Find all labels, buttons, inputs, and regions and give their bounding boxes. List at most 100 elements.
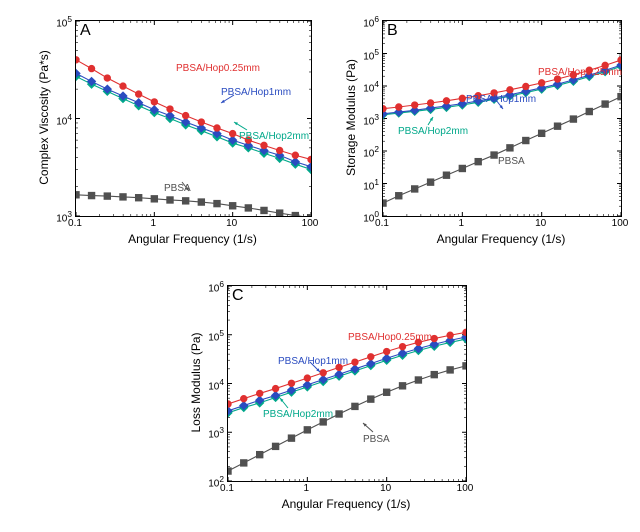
series-marker-hop025 bbox=[241, 395, 247, 401]
series-marker-pbsa bbox=[198, 199, 204, 205]
series-marker-pbsa bbox=[618, 93, 621, 99]
y-tick-label: 105 bbox=[208, 328, 224, 343]
series-marker-hop025 bbox=[396, 104, 402, 110]
x-axis-label: Angular Frequency (1/s) bbox=[227, 497, 465, 511]
series-marker-hop025 bbox=[427, 100, 433, 106]
y-tick-label: 102 bbox=[208, 474, 224, 489]
x-tick-label: 100 bbox=[453, 483, 477, 494]
x-tick-label: 10 bbox=[529, 218, 553, 229]
series-marker-pbsa bbox=[570, 116, 576, 122]
y-tick-label: 105 bbox=[56, 14, 72, 29]
y-tick-label: 101 bbox=[363, 177, 379, 192]
series-marker-hop025 bbox=[415, 339, 421, 345]
y-tick-label: 104 bbox=[363, 79, 379, 94]
series-marker-pbsa bbox=[475, 158, 481, 164]
series-marker-hop025 bbox=[431, 335, 437, 341]
plot-area-C: PBSA/Hop0.25mmPBSA/Hop1mmPBSA/Hop2mmPBSA bbox=[227, 285, 467, 482]
series-marker-pbsa bbox=[602, 101, 608, 107]
plot-area-B: PBSA/Hop0.25mmPBSA/Hop1mmPBSA/Hop2mmPBSA bbox=[382, 20, 622, 217]
y-tick-label: 105 bbox=[363, 47, 379, 62]
series-marker-pbsa bbox=[229, 203, 235, 209]
series-line-hop1 bbox=[76, 73, 311, 166]
series-marker-pbsa bbox=[336, 411, 342, 417]
series-marker-hop025 bbox=[257, 390, 263, 396]
series-marker-hop025 bbox=[272, 385, 278, 391]
series-marker-hop025 bbox=[229, 130, 235, 136]
series-marker-hop025 bbox=[292, 152, 298, 158]
series-marker-pbsa bbox=[276, 210, 282, 216]
plot-svg-B bbox=[383, 21, 621, 216]
series-marker-pbsa bbox=[491, 152, 497, 158]
series-marker-pbsa bbox=[104, 193, 110, 199]
series-marker-hop025 bbox=[459, 95, 465, 101]
series-marker-hop025 bbox=[463, 329, 466, 335]
plot-svg-C bbox=[228, 286, 466, 481]
series-line-pbsa bbox=[76, 195, 311, 216]
series-line-pbsa bbox=[383, 97, 621, 203]
panel-C: PBSA/Hop0.25mmPBSA/Hop1mmPBSA/Hop2mmPBSA… bbox=[175, 270, 475, 520]
y-axis-label: Complex Viscosity (Pa*s) bbox=[37, 20, 51, 215]
y-tick-label: 106 bbox=[208, 279, 224, 294]
series-marker-pbsa bbox=[182, 198, 188, 204]
series-marker-pbsa bbox=[586, 108, 592, 114]
series-marker-pbsa bbox=[228, 468, 231, 474]
series-marker-hop025 bbox=[554, 76, 560, 82]
x-tick-label: 100 bbox=[298, 218, 322, 229]
x-tick-label: 100 bbox=[608, 218, 632, 229]
series-marker-pbsa bbox=[383, 389, 389, 395]
series-marker-pbsa bbox=[463, 363, 466, 369]
series-marker-pbsa bbox=[427, 179, 433, 185]
y-tick-label: 104 bbox=[208, 377, 224, 392]
series-marker-pbsa bbox=[245, 205, 251, 211]
series-marker-pbsa bbox=[415, 377, 421, 383]
x-tick-label: 1 bbox=[141, 218, 165, 229]
x-tick-label: 10 bbox=[220, 218, 244, 229]
series-marker-hop025 bbox=[443, 98, 449, 104]
series-marker-pbsa bbox=[167, 197, 173, 203]
series-marker-hop025 bbox=[167, 106, 173, 112]
series-marker-pbsa bbox=[272, 443, 278, 449]
series-marker-hop025 bbox=[352, 359, 358, 365]
y-tick-label: 103 bbox=[363, 112, 379, 127]
series-marker-hop025 bbox=[308, 156, 311, 162]
series-marker-hop025 bbox=[120, 83, 126, 89]
series-marker-pbsa bbox=[538, 130, 544, 136]
y-tick-label: 104 bbox=[56, 112, 72, 127]
y-axis-label: Storage Modulus (Pa) bbox=[344, 20, 358, 215]
series-marker-hop025 bbox=[320, 370, 326, 376]
series-marker-hop025 bbox=[507, 87, 513, 93]
series-marker-hop025 bbox=[383, 348, 389, 354]
series-marker-hop025 bbox=[336, 364, 342, 370]
series-marker-pbsa bbox=[76, 192, 79, 198]
series-line-hop025 bbox=[383, 60, 621, 109]
series-marker-pbsa bbox=[135, 195, 141, 201]
panel-letter-B: B bbox=[387, 22, 398, 40]
series-marker-pbsa bbox=[288, 435, 294, 441]
series-marker-pbsa bbox=[241, 460, 247, 466]
series-marker-pbsa bbox=[459, 165, 465, 171]
series-marker-hop025 bbox=[304, 375, 310, 381]
x-tick-label: 1 bbox=[449, 218, 473, 229]
series-marker-hop025 bbox=[198, 119, 204, 125]
series-marker-pbsa bbox=[443, 172, 449, 178]
series-marker-pbsa bbox=[523, 137, 529, 143]
x-axis-label: Angular Frequency (1/s) bbox=[75, 232, 310, 246]
y-tick-label: 102 bbox=[363, 144, 379, 159]
series-marker-hop025 bbox=[602, 62, 608, 68]
series-marker-pbsa bbox=[431, 371, 437, 377]
series-marker-hop025 bbox=[368, 354, 374, 360]
series-marker-hop025 bbox=[228, 401, 231, 407]
series-marker-pbsa bbox=[412, 186, 418, 192]
series-marker-pbsa bbox=[399, 383, 405, 389]
y-tick-label: 106 bbox=[363, 14, 379, 29]
series-marker-hop025 bbox=[288, 380, 294, 386]
series-line-hop025 bbox=[76, 60, 311, 160]
series-marker-hop025 bbox=[586, 67, 592, 73]
plot-svg-A bbox=[76, 21, 311, 216]
plot-area-A: PBSA/Hop0.25mmPBSA/Hop1mmPBSA/Hop2mmPBSA bbox=[75, 20, 312, 217]
series-marker-pbsa bbox=[507, 145, 513, 151]
series-marker-pbsa bbox=[214, 200, 220, 206]
series-marker-pbsa bbox=[320, 419, 326, 425]
series-marker-pbsa bbox=[151, 196, 157, 202]
panel-A: PBSA/Hop0.25mmPBSA/Hop1mmPBSA/Hop2mmPBSA… bbox=[20, 5, 320, 255]
